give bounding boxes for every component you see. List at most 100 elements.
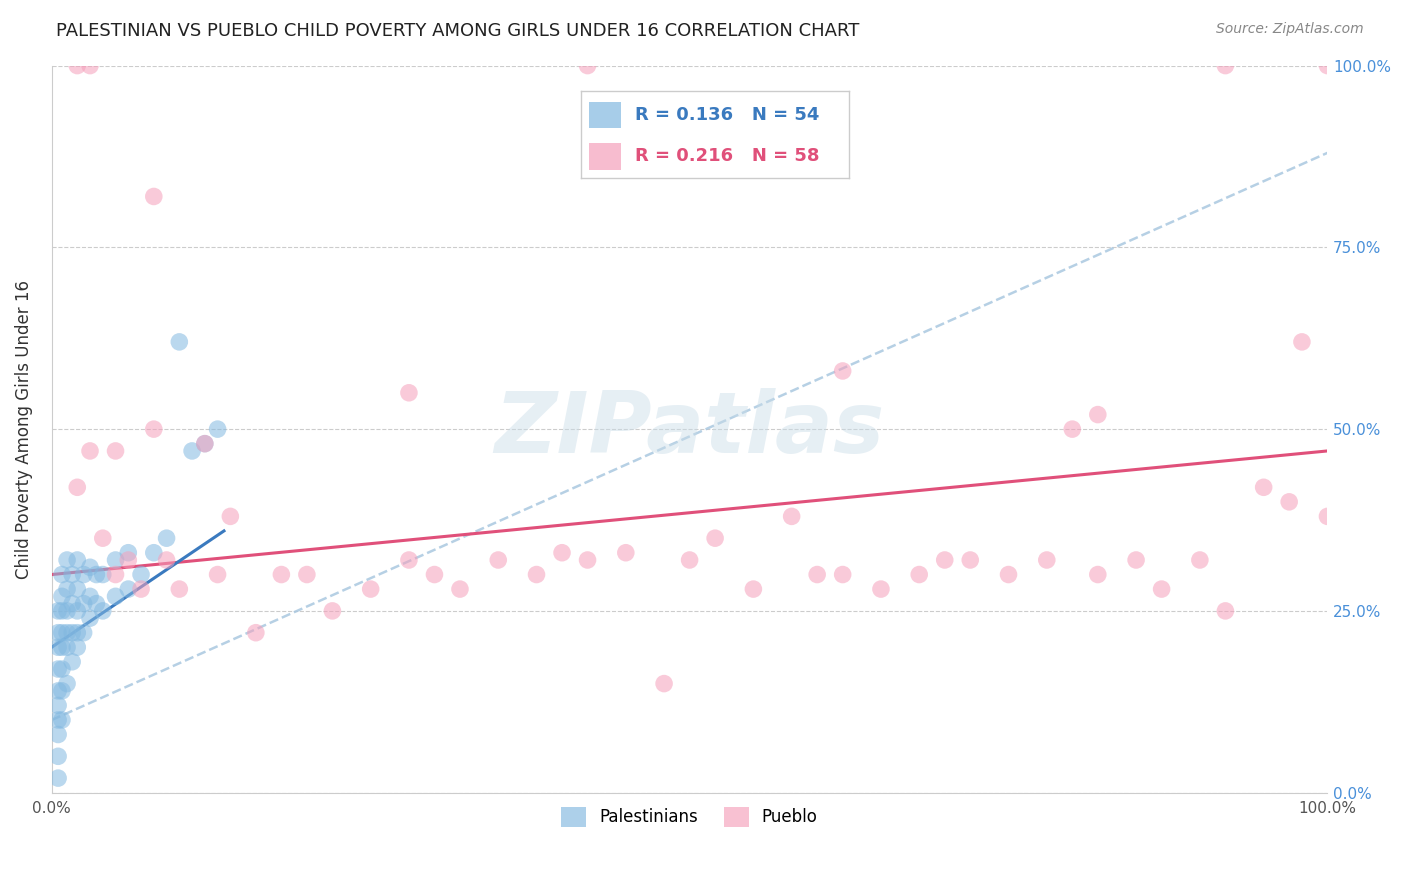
Point	[91, 567, 114, 582]
Point	[207, 422, 229, 436]
Point	[56, 640, 79, 655]
Point	[66, 582, 89, 596]
Point	[117, 546, 139, 560]
Point	[169, 582, 191, 596]
Point	[60, 655, 83, 669]
Point	[66, 625, 89, 640]
Legend: Palestinians, Pueblo: Palestinians, Pueblo	[553, 798, 827, 835]
Point	[908, 567, 931, 582]
Point	[1278, 495, 1301, 509]
Point	[66, 480, 89, 494]
Point	[194, 436, 217, 450]
Point	[46, 771, 69, 785]
Point	[86, 597, 108, 611]
Point	[72, 567, 94, 582]
Point	[806, 567, 828, 582]
Point	[614, 546, 637, 560]
Point	[1291, 334, 1313, 349]
Point	[51, 662, 73, 676]
Point	[104, 444, 127, 458]
Point	[576, 59, 599, 73]
Point	[51, 684, 73, 698]
Point	[51, 625, 73, 640]
Point	[1316, 59, 1339, 73]
Point	[79, 590, 101, 604]
Point	[46, 713, 69, 727]
Point	[46, 684, 69, 698]
Point	[104, 590, 127, 604]
Point	[997, 567, 1019, 582]
Point	[1253, 480, 1275, 494]
Point	[1062, 422, 1084, 436]
Point	[46, 698, 69, 713]
Point	[129, 582, 152, 596]
Point	[219, 509, 242, 524]
Point	[155, 553, 177, 567]
Point	[1316, 509, 1339, 524]
Point	[449, 582, 471, 596]
Point	[72, 625, 94, 640]
Text: Source: ZipAtlas.com: Source: ZipAtlas.com	[1216, 22, 1364, 37]
Y-axis label: Child Poverty Among Girls Under 16: Child Poverty Among Girls Under 16	[15, 279, 32, 579]
Point	[1087, 408, 1109, 422]
Point	[398, 385, 420, 400]
Point	[56, 582, 79, 596]
Point	[104, 553, 127, 567]
Point	[56, 553, 79, 567]
Point	[142, 546, 165, 560]
Point	[398, 553, 420, 567]
Point	[56, 604, 79, 618]
Point	[1036, 553, 1059, 567]
Point	[117, 582, 139, 596]
Point	[194, 436, 217, 450]
Point	[51, 590, 73, 604]
Point	[780, 509, 803, 524]
Point	[86, 567, 108, 582]
Point	[576, 553, 599, 567]
Point	[46, 640, 69, 655]
Point	[46, 749, 69, 764]
Point	[551, 546, 574, 560]
Point	[678, 553, 700, 567]
Point	[704, 531, 727, 545]
Point	[142, 189, 165, 203]
Point	[56, 676, 79, 690]
Point	[104, 567, 127, 582]
Point	[1215, 59, 1237, 73]
Text: ZIPatlas: ZIPatlas	[495, 388, 884, 471]
Point	[155, 531, 177, 545]
Point	[270, 567, 292, 582]
Point	[129, 567, 152, 582]
Point	[56, 625, 79, 640]
Point	[46, 625, 69, 640]
Point	[51, 567, 73, 582]
Point	[1125, 553, 1147, 567]
Point	[46, 727, 69, 741]
Point	[51, 640, 73, 655]
Point	[831, 364, 853, 378]
Point	[169, 334, 191, 349]
Text: PALESTINIAN VS PUEBLO CHILD POVERTY AMONG GIRLS UNDER 16 CORRELATION CHART: PALESTINIAN VS PUEBLO CHILD POVERTY AMON…	[56, 22, 859, 40]
Point	[51, 604, 73, 618]
Point	[66, 640, 89, 655]
Point	[142, 422, 165, 436]
Point	[181, 444, 204, 458]
Point	[934, 553, 956, 567]
Point	[959, 553, 981, 567]
Point	[652, 676, 675, 690]
Point	[60, 625, 83, 640]
Point	[1188, 553, 1211, 567]
Point	[526, 567, 548, 582]
Point	[423, 567, 446, 582]
Point	[1215, 604, 1237, 618]
Point	[1150, 582, 1173, 596]
Point	[295, 567, 318, 582]
Point	[60, 567, 83, 582]
Point	[51, 713, 73, 727]
Point	[66, 59, 89, 73]
Point	[486, 553, 509, 567]
Point	[79, 444, 101, 458]
Point	[91, 604, 114, 618]
Point	[66, 604, 89, 618]
Point	[870, 582, 893, 596]
